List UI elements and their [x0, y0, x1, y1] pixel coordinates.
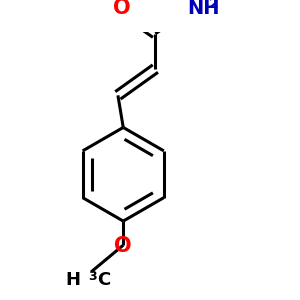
Text: H: H: [65, 271, 80, 289]
Text: O: O: [113, 0, 131, 18]
Text: C: C: [97, 271, 110, 289]
Text: 3: 3: [88, 270, 97, 283]
Text: NH: NH: [188, 0, 220, 18]
Text: 2: 2: [209, 0, 219, 11]
Text: O: O: [114, 236, 132, 256]
